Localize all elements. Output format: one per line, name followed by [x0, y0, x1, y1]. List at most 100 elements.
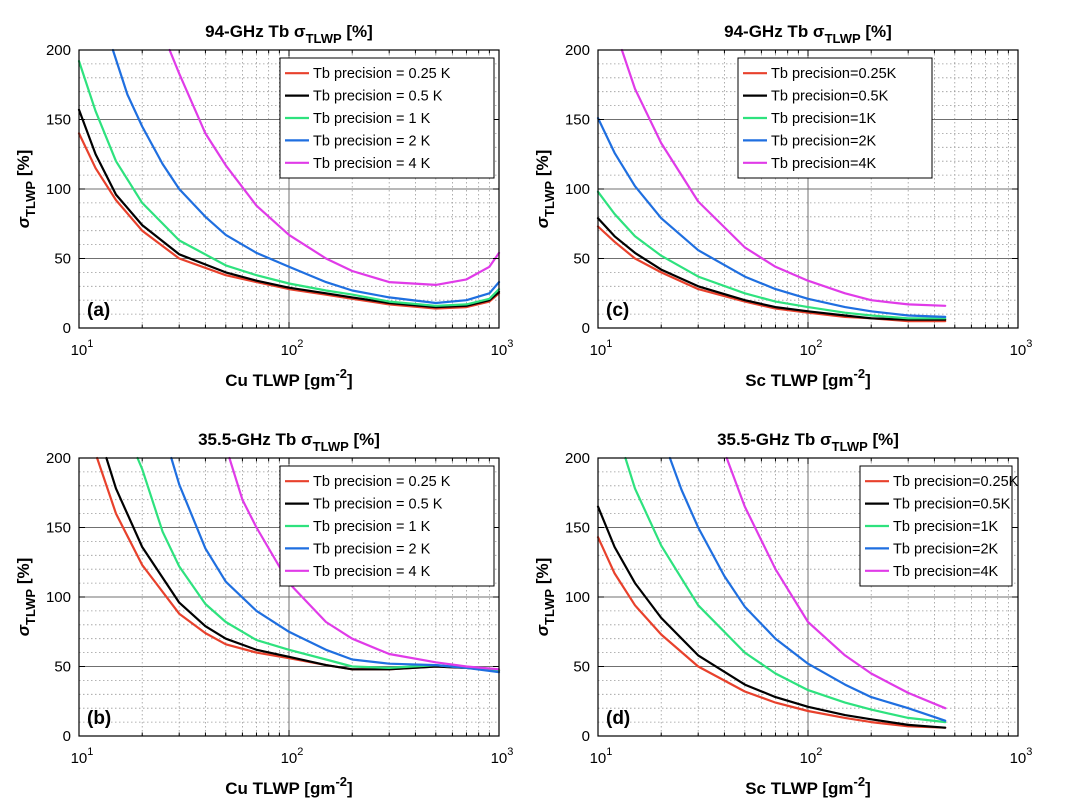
panel-label: (a)	[87, 300, 110, 321]
y-axis-label: σTLWP [%]	[533, 150, 557, 229]
series-group	[95, 456, 501, 674]
legend-label-4: Tb precision = 2 K	[313, 133, 431, 149]
legend: Tb precision = 0.25 K Tb precision = 0.5 …	[279, 465, 495, 587]
series-line-3	[77, 59, 501, 307]
series-line-5	[168, 48, 501, 286]
ticks	[597, 49, 1018, 329]
x-tick-label-exponent: 2	[816, 746, 822, 758]
legend-label-2: Tb precision=0.5K	[771, 89, 889, 105]
series-line-2	[596, 505, 947, 729]
y-axis-label: σTLWP [%]	[14, 150, 38, 229]
x-axis-label-suffix: ]	[865, 779, 871, 798]
legend-label-4: Tb precision=2K	[771, 133, 877, 149]
chart-title-suffix: [%]	[349, 430, 380, 449]
x-tick-label: 102	[800, 338, 823, 359]
x-axis-label-superscript: -2	[335, 774, 347, 789]
x-axis-label: Sc TLWP [gm-2]	[745, 366, 871, 390]
x-axis-label-main: Sc TLWP [gm	[745, 371, 853, 390]
x-tick-label-exponent: 3	[507, 746, 513, 758]
series-line-4	[668, 456, 947, 722]
x-axis-label: Sc TLWP [gm-2]	[745, 774, 871, 798]
x-tick-label-exponent: 2	[816, 338, 822, 350]
x-tick-label-base: 10	[491, 750, 508, 767]
y-axis-label-suffix: [%]	[533, 150, 552, 181]
y-tick-label: 50	[573, 659, 590, 676]
series-line-2	[77, 108, 501, 309]
y-tick-label: 0	[63, 728, 71, 745]
series-line-4	[596, 116, 947, 318]
series-line-2	[596, 217, 947, 321]
x-tick-label: 103	[491, 338, 514, 359]
series-group	[596, 456, 947, 729]
y-tick-label: 50	[573, 251, 590, 268]
x-axis-label-superscript: -2	[854, 774, 866, 789]
x-tick-label: 103	[1010, 746, 1033, 767]
x-tick-label-exponent: 2	[297, 746, 303, 758]
legend-label-2: Tb precision = 0.5 K	[313, 89, 443, 105]
x-axis-label-superscript: -2	[335, 366, 347, 381]
x-tick-label: 101	[590, 746, 613, 767]
legend-label-5: Tb precision = 4 K	[313, 156, 431, 172]
x-axis-label-suffix: ]	[347, 779, 353, 798]
chart-title-subscript: TLWP	[306, 31, 342, 46]
legend-label-3: Tb precision = 1 K	[313, 111, 431, 127]
x-tick-label-base: 10	[491, 342, 508, 359]
legend-box	[737, 57, 933, 179]
chart-title-main: 94-GHz Tb σ	[724, 22, 825, 41]
y-axis-label: σTLWP [%]	[533, 558, 557, 637]
y-tick-label: 150	[46, 520, 71, 537]
y-tick-label: 50	[54, 251, 71, 268]
legend: Tb precision = 0.25 K Tb precision = 0.5 …	[279, 57, 495, 179]
x-tick-label: 103	[1010, 338, 1033, 359]
x-tick-label-exponent: 3	[507, 338, 513, 350]
x-tick-label-base: 10	[281, 750, 298, 767]
panel-label: (b)	[87, 708, 111, 729]
x-axis-label-main: Sc TLWP [gm	[745, 779, 853, 798]
x-tick-label-base: 10	[71, 750, 88, 767]
chart-title-suffix: [%]	[868, 430, 899, 449]
chart-title: 35.5-GHz Tb σTLWP [%]	[717, 430, 899, 454]
chart-title-subscript: TLWP	[313, 439, 349, 454]
x-axis-label-suffix: ]	[347, 371, 353, 390]
y-axis-label-main: σ	[533, 216, 552, 228]
x-tick-label-exponent: 1	[87, 746, 93, 758]
legend-label-2: Tb precision=0.5K	[893, 497, 1011, 513]
chart-title: 94-GHz Tb σTLWP [%]	[724, 22, 892, 46]
series-line-5	[725, 456, 947, 710]
panel-label: (c)	[606, 300, 629, 321]
legend-label-1: Tb precision=0.25K	[771, 66, 897, 82]
x-axis-label-superscript: -2	[854, 366, 866, 381]
x-tick-label-base: 10	[800, 750, 817, 767]
y-axis-label-subscript: TLWP	[23, 589, 38, 625]
y-tick-label: 100	[565, 181, 590, 198]
legend-label-4: Tb precision = 2 K	[313, 541, 431, 557]
series-line-3	[596, 190, 947, 320]
x-tick-label: 102	[281, 746, 304, 767]
series-line-5	[228, 456, 501, 671]
x-tick-label: 102	[281, 338, 304, 359]
x-tick-label: 103	[491, 746, 514, 767]
x-tick-label-exponent: 1	[606, 338, 612, 350]
y-axis-label-main: σ	[14, 624, 33, 636]
x-tick-label: 102	[800, 746, 823, 767]
legend-label-5: Tb precision = 4 K	[313, 564, 431, 580]
y-tick-label: 0	[582, 728, 590, 745]
y-tick-label: 0	[582, 320, 590, 337]
y-axis-label: σTLWP [%]	[14, 558, 38, 637]
x-tick-label-base: 10	[1010, 342, 1027, 359]
x-tick-label-base: 10	[800, 342, 817, 359]
legend-label-3: Tb precision=1K	[771, 111, 877, 127]
legend-label-4: Tb precision=2K	[893, 541, 999, 557]
x-tick-label: 101	[71, 338, 94, 359]
ticks	[78, 457, 499, 737]
ticks	[597, 457, 1018, 737]
y-axis-label-suffix: [%]	[533, 558, 552, 589]
legend-label-1: Tb precision = 0.25 K	[313, 474, 451, 490]
chart-title-main: 35.5-GHz Tb σ	[198, 430, 313, 449]
series-line-1	[596, 536, 947, 729]
ticks	[78, 49, 499, 329]
x-tick-label-base: 10	[71, 342, 88, 359]
chart-title-subscript: TLWP	[832, 439, 868, 454]
